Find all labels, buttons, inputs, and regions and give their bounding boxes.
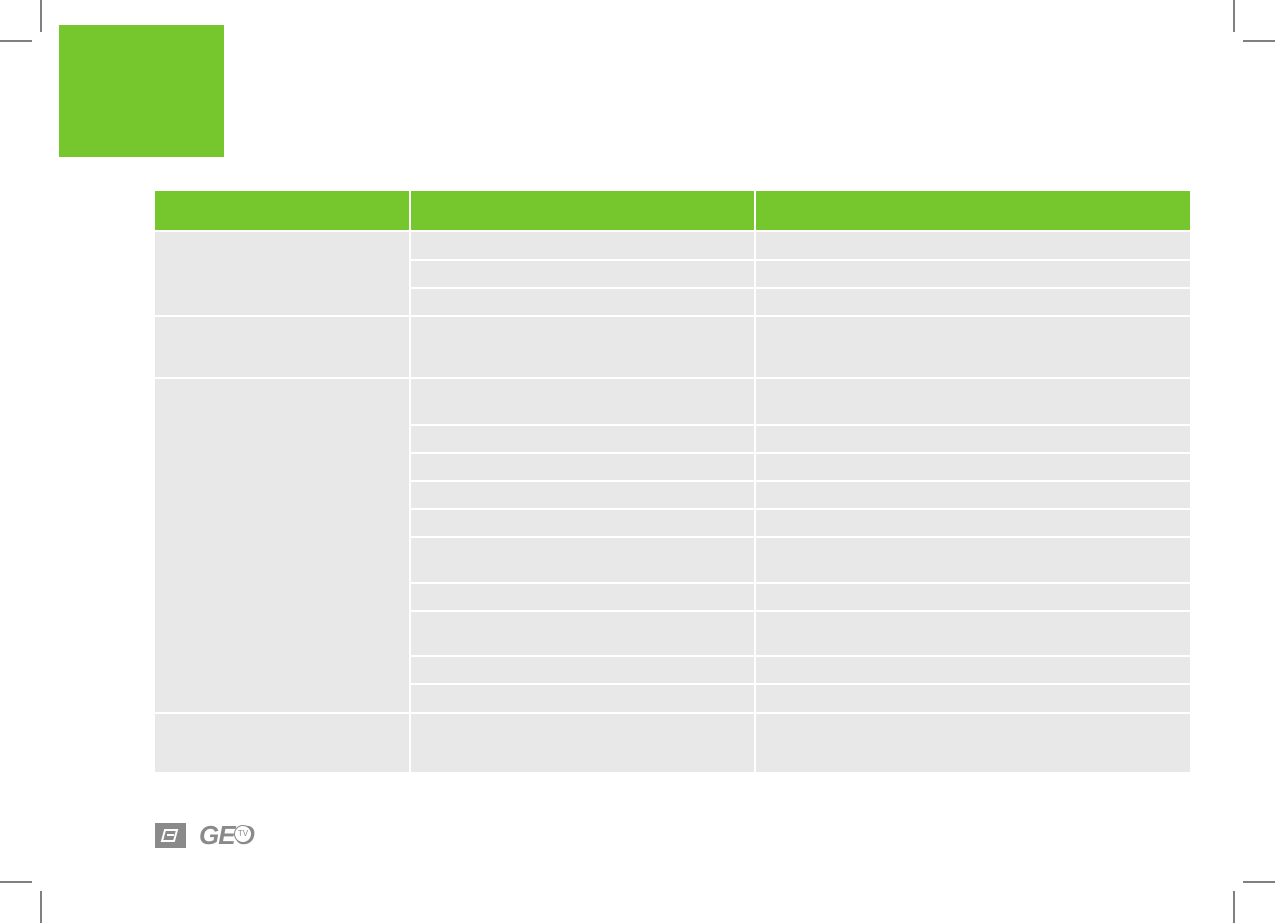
table-cell xyxy=(411,538,754,582)
group-cell xyxy=(155,379,409,712)
logo-badge: TV xyxy=(234,825,252,843)
group-cell xyxy=(155,232,409,315)
table-cell xyxy=(756,612,1190,655)
table-cell xyxy=(756,657,1190,683)
table-cell xyxy=(756,317,1190,377)
table-cell xyxy=(756,261,1190,287)
chapter-block xyxy=(59,25,224,157)
table-cell xyxy=(411,379,754,424)
group-cell xyxy=(155,714,409,772)
table-cell xyxy=(756,426,1190,452)
table-cell xyxy=(411,454,754,480)
table-cell xyxy=(756,482,1190,508)
table-cell xyxy=(411,482,754,508)
table-cell xyxy=(411,714,754,772)
table-cell xyxy=(756,510,1190,536)
table-cell xyxy=(411,289,754,315)
table-cell xyxy=(411,584,754,610)
header-cell xyxy=(411,191,754,230)
table-cell xyxy=(756,685,1190,712)
table-cell xyxy=(411,657,754,683)
logo-icon xyxy=(155,823,186,848)
table-cell xyxy=(411,317,754,377)
table-cell xyxy=(411,426,754,452)
header-cell xyxy=(155,191,409,230)
table-cell xyxy=(411,685,754,712)
table-cell xyxy=(756,379,1190,424)
logo-glyph xyxy=(160,829,179,842)
group-cell xyxy=(155,317,409,377)
table-cell xyxy=(756,714,1190,772)
table-cell xyxy=(411,510,754,536)
table-cell xyxy=(756,454,1190,480)
table-cell xyxy=(411,612,754,655)
table-cell xyxy=(756,232,1190,259)
table-cell xyxy=(411,232,754,259)
header-cell xyxy=(756,191,1190,230)
table-cell xyxy=(411,261,754,287)
table-cell xyxy=(756,289,1190,315)
table-cell xyxy=(756,538,1190,582)
table-cell xyxy=(756,584,1190,610)
